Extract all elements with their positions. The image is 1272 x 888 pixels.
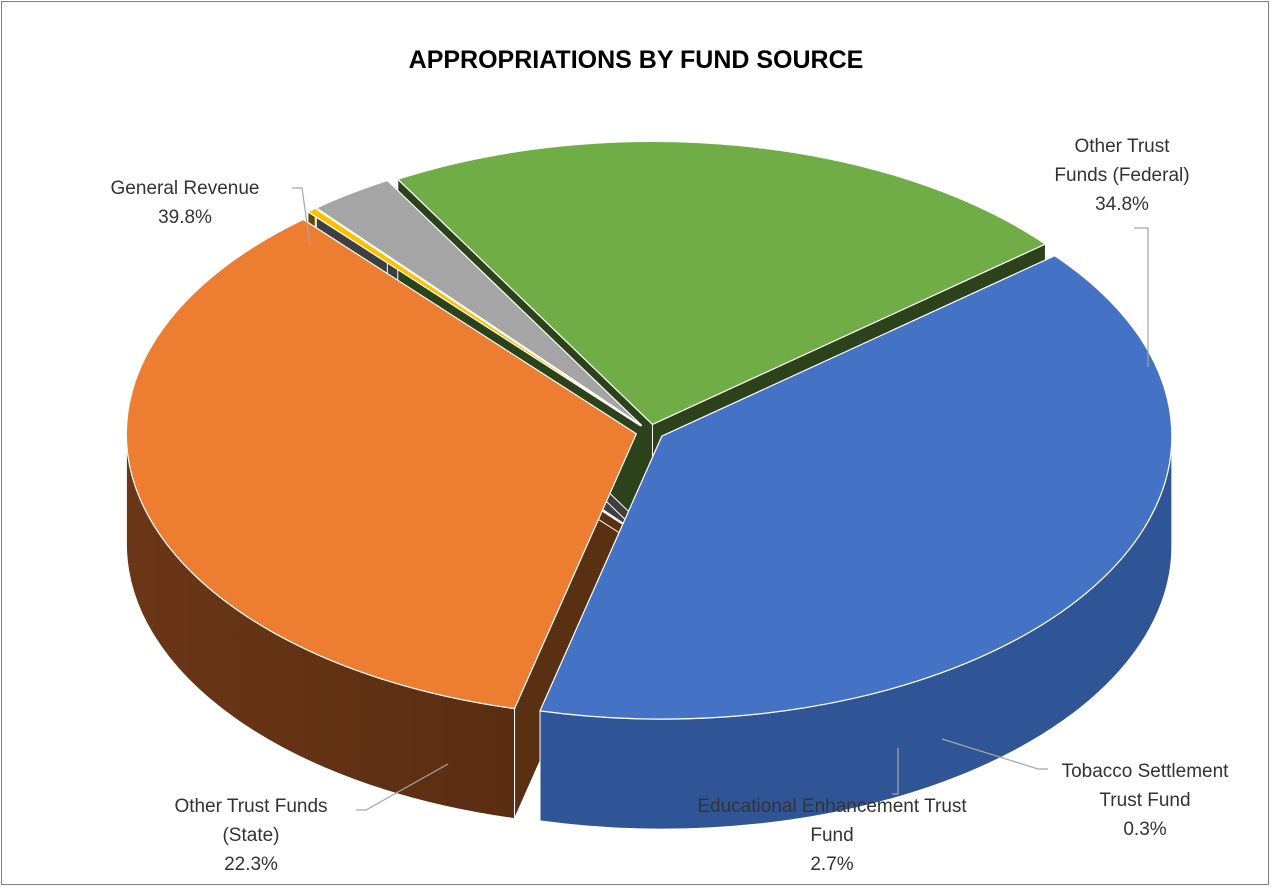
name-label-tobacco-settlement-trust-fund: Trust Fund — [1099, 790, 1190, 811]
data-label-other-trust-funds-state: Other Trust Funds (State) 22.3% — [174, 796, 327, 875]
value-label-tobacco-settlement-trust-fund: 0.3% — [1123, 819, 1166, 840]
name-label-other-trust-funds-state: Other Trust Funds — [174, 796, 327, 817]
leader-line-other-trust-funds-federal — [1134, 227, 1149, 367]
leader-line-tobacco-settlement-trust-fund — [941, 738, 1048, 770]
value-label-other-trust-funds-federal: 34.8% — [1095, 194, 1149, 215]
name-label-other-trust-funds-state: (State) — [222, 825, 279, 846]
chart-title: APPROPRIATIONS BY FUND SOURCE — [409, 46, 864, 74]
name-label-educational-enhancement-trust-fund: Fund — [810, 825, 853, 846]
data-label-tobacco-settlement-trust-fund: Tobacco Settlement Trust Fund 0.3% — [1062, 761, 1230, 840]
slice-other-trust-funds-federal — [125, 218, 638, 710]
data-label-educational-enhancement-trust-fund: Educational Enhancement Trust Fund 2.7% — [697, 796, 967, 875]
leader-line-general-revenue — [292, 187, 311, 246]
value-label-general-revenue: 39.8% — [158, 207, 212, 228]
slice-other-trust-funds-state — [396, 140, 1047, 426]
value-label-educational-enhancement-trust-fund: 2.7% — [810, 854, 853, 875]
slice-tobacco-settlement-trust-fund — [306, 207, 642, 427]
name-label-educational-enhancement-trust-fund: Educational Enhancement Trust — [697, 796, 967, 817]
name-label-general-revenue: General Revenue — [111, 178, 260, 199]
leader-line-other-trust-funds-state — [356, 763, 449, 811]
leader-line-educational-enhancement-trust-fund — [892, 748, 899, 795]
slice-educational-enhancement-trust-fund — [315, 179, 643, 427]
name-label-other-trust-funds-federal: Other Trust — [1074, 136, 1170, 157]
name-label-other-trust-funds-federal: Funds (Federal) — [1054, 165, 1189, 186]
data-label-general-revenue: General Revenue 39.8% — [111, 178, 260, 228]
value-label-other-trust-funds-state: 22.3% — [224, 854, 278, 875]
slice-general-revenue — [539, 255, 1173, 720]
data-label-other-trust-funds-federal: Other Trust Funds (Federal) 34.8% — [1054, 136, 1189, 215]
name-label-tobacco-settlement-trust-fund: Tobacco Settlement — [1062, 761, 1230, 782]
